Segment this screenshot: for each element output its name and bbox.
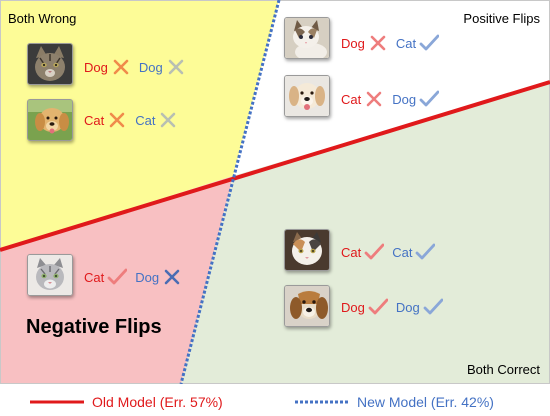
both-correct-label: Both Correct (467, 362, 540, 377)
new-model-prediction: Cat (135, 112, 156, 128)
check-icon (368, 297, 388, 317)
positive-flips-label: Positive Flips (463, 11, 540, 26)
check-icon (415, 242, 436, 262)
old-model-prediction: Dog (84, 59, 108, 75)
old-model-boundary-line (0, 80, 550, 252)
beagle-photo (284, 285, 330, 327)
wrong-icon (111, 57, 131, 77)
wrong-icon (368, 33, 388, 53)
new-model-prediction: Cat (392, 244, 413, 260)
wrong-icon (162, 267, 182, 287)
region-plot (0, 0, 550, 384)
golden-puppy-photo (27, 99, 73, 141)
negative-flips-label: Negative Flips (26, 316, 162, 338)
check-icon (423, 297, 443, 317)
both-wrong-label: Both Wrong (8, 11, 77, 26)
wrong-icon (166, 57, 186, 77)
gray-cat-photo (27, 254, 73, 296)
sample-row: Dog Cat (341, 32, 447, 54)
old-model-prediction: Cat (341, 91, 362, 107)
sample-row: Dog Dog (341, 296, 451, 318)
check-icon (419, 33, 440, 53)
sample-row: Cat Cat (341, 241, 443, 263)
new-model-prediction: Dog (135, 269, 160, 285)
new-model-legend-label: New Model (Err. 42%) (357, 394, 494, 410)
sample-row: Cat Cat (84, 109, 186, 131)
calico-cat-photo (284, 229, 330, 271)
wrong-icon (107, 110, 127, 130)
white-puppy-photo (284, 75, 330, 117)
new-model-line-swatch (295, 400, 349, 404)
old-model-line-swatch (30, 400, 84, 404)
legend-old-model: Old Model (Err. 57%) (30, 392, 223, 412)
new-model-prediction: Dog (138, 59, 163, 75)
old-model-prediction: Cat (84, 112, 105, 128)
new-model-prediction: Dog (395, 299, 420, 315)
wrong-icon (364, 89, 384, 109)
check-icon (419, 89, 440, 109)
sample-row: Dog Dog (84, 56, 194, 78)
legend-new-model: New Model (Err. 42%) (295, 392, 494, 412)
wrong-icon (158, 110, 178, 130)
check-icon (107, 267, 128, 287)
kitten-photo (284, 17, 330, 59)
old-model-prediction: Cat (341, 244, 362, 260)
sample-row: Cat Dog (341, 88, 447, 110)
new-model-boundary-line (179, 0, 281, 384)
old-model-prediction: Dog (341, 35, 365, 51)
both-correct-region (181, 82, 550, 384)
tabby-cat-photo (27, 43, 73, 85)
old-model-prediction: Cat (84, 269, 105, 285)
old-model-legend-label: Old Model (Err. 57%) (92, 394, 223, 410)
new-model-prediction: Dog (392, 91, 417, 107)
legend: Old Model (Err. 57%) New Model (Err. 42%… (0, 392, 550, 416)
sample-row: Cat Dog (84, 266, 190, 288)
new-model-prediction: Cat (395, 35, 417, 51)
old-model-prediction: Dog (341, 299, 365, 315)
check-icon (364, 242, 385, 262)
